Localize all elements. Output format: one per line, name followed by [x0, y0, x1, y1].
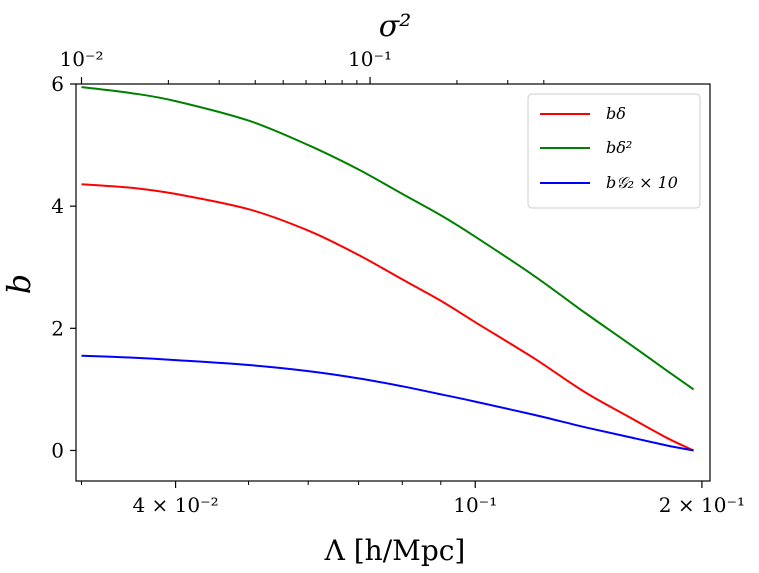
- x-axis-title: Λ [h/Mpc]: [324, 534, 466, 567]
- top-tick-label: 10⁻²: [59, 47, 103, 71]
- y-tick-label: 0: [51, 438, 64, 462]
- legend-label-b-g2: b𝒢₂ × 10: [606, 173, 678, 192]
- series-line-b-delta: [81, 183, 695, 452]
- series-layer: [81, 86, 695, 452]
- y-tick-label: 4: [51, 194, 64, 218]
- top-tick-label: 10⁻¹: [348, 47, 392, 71]
- x-tick-label: 4 × 10⁻²: [132, 493, 218, 517]
- series-line-b-delta-squared: [81, 86, 695, 391]
- x-tick-label: 2 × 10⁻¹: [659, 493, 745, 517]
- top-axis-title: σ²: [379, 9, 412, 44]
- legend-label-b-delta-squared: bδ²: [606, 138, 632, 157]
- y-axis-title: b: [0, 274, 38, 294]
- series-line-b-g2: [81, 354, 694, 452]
- legend-label-b-delta: bδ: [606, 104, 626, 123]
- legend: bδ bδ² b𝒢₂ × 10: [527, 93, 701, 209]
- y-tick-label: 2: [51, 316, 64, 340]
- legend-box: [527, 93, 701, 209]
- y-tick-label: 6: [51, 72, 64, 96]
- x-tick-label: 10⁻¹: [453, 493, 497, 517]
- plot-frame: [75, 83, 711, 482]
- ticks-layer: 0 2 4 6 4 × 10⁻² 10⁻¹ 2 × 10⁻¹ 10⁻² 10⁻¹: [51, 47, 745, 517]
